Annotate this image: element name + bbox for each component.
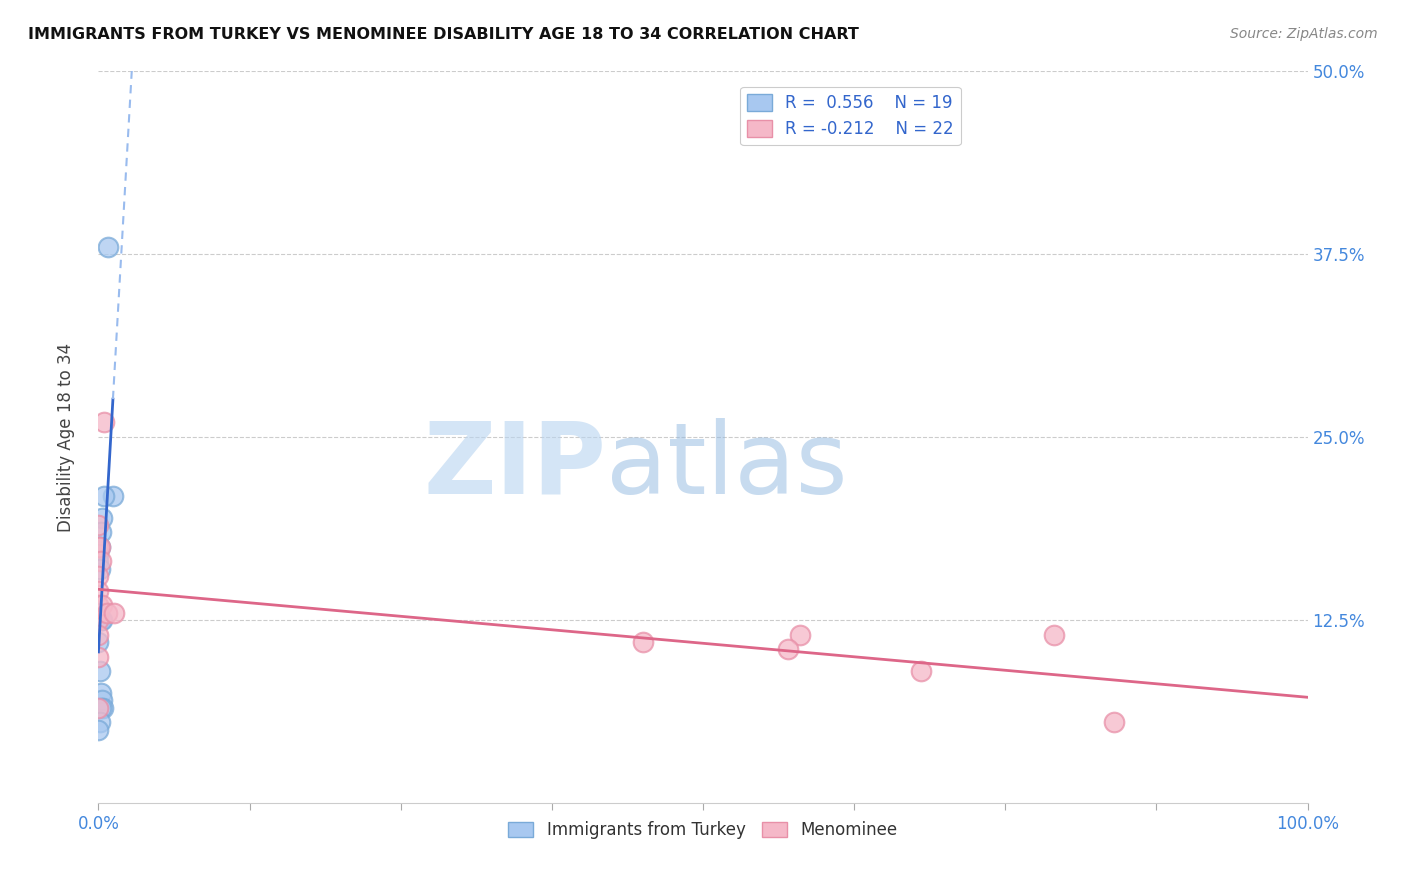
Point bbox=[89, 540, 111, 554]
Point bbox=[90, 613, 112, 627]
Point bbox=[776, 642, 799, 657]
Text: atlas: atlas bbox=[606, 417, 848, 515]
Point bbox=[87, 517, 110, 532]
Point bbox=[87, 583, 110, 598]
Text: ZIP: ZIP bbox=[423, 417, 606, 515]
Point bbox=[89, 664, 111, 678]
Point bbox=[103, 606, 125, 620]
Point bbox=[90, 554, 112, 568]
Text: IMMIGRANTS FROM TURKEY VS MENOMINEE DISABILITY AGE 18 TO 34 CORRELATION CHART: IMMIGRANTS FROM TURKEY VS MENOMINEE DISA… bbox=[28, 27, 859, 42]
Point bbox=[631, 635, 654, 649]
Point bbox=[87, 540, 110, 554]
Point bbox=[87, 554, 110, 568]
Point bbox=[87, 599, 110, 613]
Point bbox=[89, 715, 111, 730]
Point bbox=[1102, 715, 1125, 730]
Point bbox=[87, 627, 110, 641]
Point bbox=[90, 686, 112, 700]
Point bbox=[87, 547, 110, 561]
Point bbox=[91, 693, 114, 707]
Point bbox=[89, 562, 111, 576]
Point bbox=[789, 627, 811, 641]
Point bbox=[93, 416, 115, 430]
Point bbox=[91, 613, 114, 627]
Y-axis label: Disability Age 18 to 34: Disability Age 18 to 34 bbox=[56, 343, 75, 532]
Point bbox=[101, 489, 124, 503]
Point bbox=[87, 649, 110, 664]
Point bbox=[93, 489, 115, 503]
Point bbox=[96, 606, 118, 620]
Point bbox=[87, 569, 110, 583]
Point bbox=[91, 510, 114, 524]
Point bbox=[87, 613, 110, 627]
Point bbox=[87, 635, 110, 649]
Point bbox=[87, 700, 110, 714]
Point bbox=[89, 540, 111, 554]
Text: Source: ZipAtlas.com: Source: ZipAtlas.com bbox=[1230, 27, 1378, 41]
Point bbox=[910, 664, 932, 678]
Point bbox=[90, 700, 112, 714]
Point bbox=[1042, 627, 1064, 641]
Point bbox=[90, 525, 112, 540]
Point bbox=[87, 723, 110, 737]
Point bbox=[97, 240, 120, 254]
Legend: Immigrants from Turkey, Menominee: Immigrants from Turkey, Menominee bbox=[502, 814, 904, 846]
Point bbox=[91, 700, 114, 714]
Point bbox=[87, 606, 110, 620]
Point bbox=[91, 599, 114, 613]
